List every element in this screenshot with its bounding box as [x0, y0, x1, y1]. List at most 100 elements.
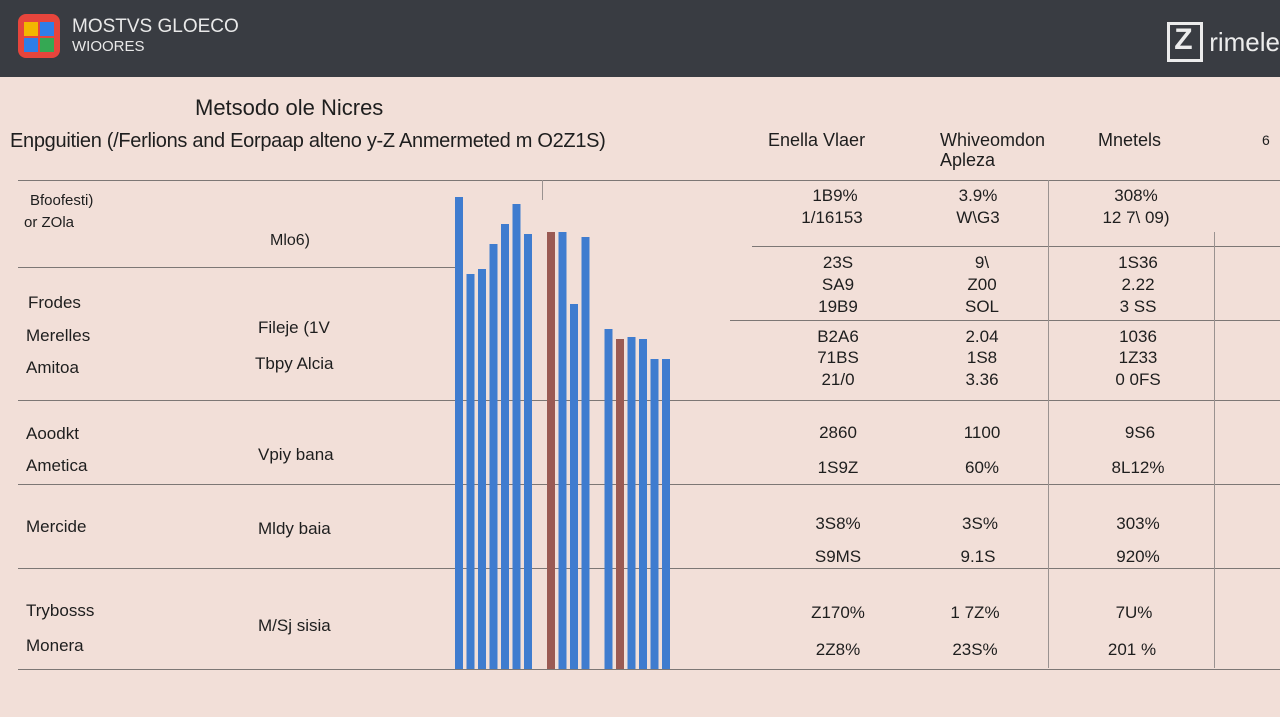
divider	[18, 568, 1280, 569]
divider	[18, 669, 1280, 670]
bar	[604, 329, 613, 669]
row-desc: Vpiy bana	[258, 445, 334, 464]
table-cell: 2.04	[965, 327, 999, 346]
divider	[18, 484, 1280, 485]
row-label: Trybosss	[26, 601, 95, 620]
table-cell: 9S6	[1124, 423, 1156, 442]
divider	[752, 246, 1280, 247]
bar	[558, 232, 567, 669]
bar	[455, 197, 463, 669]
table-cell: 3S8%	[815, 514, 861, 533]
table-cell: Z00	[967, 275, 997, 294]
bar	[662, 359, 670, 669]
bar	[616, 339, 624, 669]
divider	[1214, 232, 1215, 668]
bar	[466, 274, 475, 669]
bar	[547, 232, 555, 669]
row-label: Aoodkt	[26, 424, 79, 443]
bar	[478, 269, 486, 669]
table-cell: 1100	[963, 423, 1001, 442]
row-label: Merelles	[26, 326, 91, 345]
bar	[650, 359, 659, 669]
table-cell: 1S36	[1118, 253, 1158, 272]
corner-text: rimele	[1209, 26, 1280, 57]
page-subtitle: Enpguitien (/Ferlions and Eorpaap alteno…	[10, 130, 606, 152]
row-desc: Fileje (1V	[258, 318, 330, 337]
left-header-line-1: Bfoofesti)	[30, 192, 94, 209]
table-cell: SA9	[821, 275, 855, 294]
table-cell: 920%	[1116, 547, 1160, 566]
z-logo-icon	[1167, 22, 1204, 62]
table-cell: 9\	[974, 253, 990, 272]
table-cell: 201 %	[1107, 640, 1157, 659]
table-cell: S9MS	[814, 547, 862, 566]
table-cell: 71BS	[817, 348, 859, 367]
left-header-line-2: or ZOla	[24, 214, 75, 231]
row-desc: Tbpy Alcia	[255, 354, 334, 373]
brand-name: MOSTVS GLOECO WIOORES	[72, 17, 239, 57]
row-label: Amitoa	[26, 358, 79, 377]
row-label: Mercide	[26, 517, 87, 536]
row-desc: M/Sj sisia	[258, 616, 331, 635]
app-logo-icon	[18, 14, 60, 58]
table-cell: 21/0	[821, 370, 855, 389]
table-cell: 9.1S	[960, 547, 996, 566]
col-header-1: Enella Vlaer	[768, 130, 866, 150]
table-cell: 3 SS	[1119, 297, 1157, 316]
table-cell: 1036	[1119, 327, 1157, 346]
col-header-4: 6	[1262, 132, 1270, 148]
table-cell: 8L12%	[1111, 458, 1165, 477]
bar	[581, 237, 590, 669]
table-cell: 1 7Z%	[950, 603, 1000, 622]
top-bar: MOSTVS GLOECO WIOORES rimele	[0, 0, 1280, 77]
table-cell: 2Z8%	[815, 640, 861, 659]
row-label: Monera	[26, 636, 84, 655]
table-cell: 12 7\ 09)	[1102, 208, 1170, 227]
table-cell: 19B9	[818, 297, 858, 316]
table-cell: B2A6	[817, 327, 859, 346]
table-cell: 303%	[1116, 514, 1160, 533]
table-cell: W\G3	[956, 208, 1000, 227]
divider	[18, 180, 1280, 181]
bar	[570, 304, 578, 669]
row-label: Frodes	[28, 293, 81, 312]
table-cell: 2860	[819, 423, 857, 442]
row-desc: Mldy baia	[258, 519, 331, 538]
bar-chart	[455, 197, 670, 669]
table-cell: SOL	[964, 297, 1000, 316]
table-cell: Z170%	[811, 603, 865, 622]
divider	[18, 267, 456, 268]
brand-line-2: WIOORES	[72, 38, 145, 55]
page-title: Metsodo ole Nicres	[195, 95, 384, 120]
corner-brand[interactable]: rimele	[1167, 18, 1280, 66]
col-header-3: Mnetels	[1098, 130, 1162, 150]
table-cell: 23S	[822, 253, 854, 272]
bar	[512, 204, 521, 669]
table-cell: 23S%	[952, 640, 998, 659]
table-cell: 308%	[1114, 186, 1158, 205]
table-cell: 3.9%	[958, 186, 998, 205]
table-cell: 60%	[964, 458, 1000, 477]
left-header-mid: Mlo6)	[270, 232, 311, 249]
table-cell: 1B9%	[812, 186, 858, 205]
bar	[501, 224, 509, 669]
table-cell: 1S9Z	[817, 458, 859, 477]
table-cell: 7U%	[1115, 603, 1153, 622]
divider	[18, 400, 1280, 401]
table-cell: 1Z33	[1118, 348, 1158, 367]
bar	[489, 244, 498, 669]
bar	[627, 337, 636, 669]
divider	[730, 320, 1280, 321]
table-cell: 3S%	[962, 514, 998, 533]
table-cell: 1S8	[966, 348, 998, 367]
bar	[524, 234, 532, 669]
table-cell: 1/16153	[801, 208, 863, 227]
table-cell: 2.22	[1121, 275, 1155, 294]
table-cell: 0 0FS	[1115, 370, 1161, 389]
col-header-2: Whiveomdon Apleza	[940, 130, 1046, 170]
table-cell: 3.36	[965, 370, 999, 389]
brand-line-1: MOSTVS GLOECO	[72, 16, 239, 37]
row-label: Ametica	[26, 456, 88, 475]
divider	[1048, 180, 1049, 668]
divider	[542, 180, 543, 200]
